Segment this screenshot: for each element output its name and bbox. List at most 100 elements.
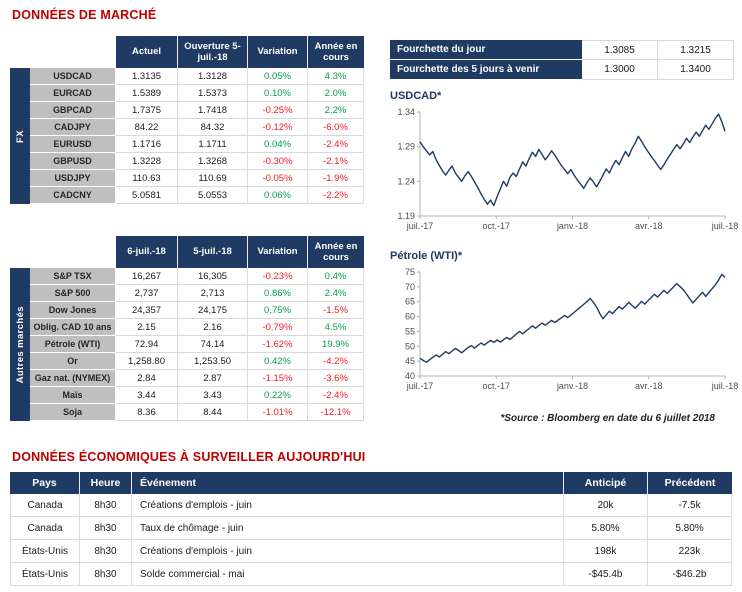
markets-table-row: S&P TSX 16,267 16,305 -0.23% 0.4% [30,268,364,285]
ytd-cell: -2.1% [308,153,364,170]
prev-cell: 16,305 [178,268,248,285]
markets-group-strip: Autres marchés [10,268,30,421]
markets-table-header: 6-juil.-18 5-juil.-18 Variation Année en… [10,236,364,268]
ytd-cell: 0.4% [308,268,364,285]
pays-cell: Canada [10,517,80,540]
fx-table-row: GBPCAD 1.7375 1.7418 -0.25% 2.2% [30,102,364,119]
svg-text:oct.-17: oct.-17 [482,381,510,391]
ytd-cell: 4.5% [308,319,364,336]
instrument-label: S&P 500 [30,285,116,302]
today-cell: 2.15 [116,319,178,336]
ytd-cell: -2.4% [308,136,364,153]
fx-table-row: GBPUSD 1.3228 1.3268 -0.30% -2.1% [30,153,364,170]
fx-column-header-ouverture: Ouverture 5-juil.-18 [178,36,248,68]
actuel-cell: 110.63 [116,170,178,187]
variation-cell: 0.42% [248,353,308,370]
fourchette-row: Fourchette du jour 1.3085 1.3215 [390,40,734,60]
precedent-cell: -7.5k [648,494,732,517]
event-cell: Créations d'emplois - juin [132,540,564,563]
fx-table-row: CADJPY 84.22 84.32 -0.12% -6.0% [30,119,364,136]
prev-cell: 1,253.50 [178,353,248,370]
svg-text:65: 65 [405,297,415,307]
instrument-label: Or [30,353,116,370]
variation-cell: -1.15% [248,370,308,387]
instrument-label: Soja [30,404,116,421]
fourchette-high-value: 1.3400 [658,60,734,80]
markets-column-header-prev: 5-juil.-18 [178,236,248,268]
variation-cell: 0.06% [248,187,308,204]
event-cell: Créations d'emplois - juin [132,494,564,517]
column-header-anticipe: Anticipé [564,472,648,494]
economic-table-row: États-Unis 8h30 Solde commercial - mai -… [10,563,732,586]
ouverture-cell: 1.3128 [178,68,248,85]
markets-table-row: Gaz nat. (NYMEX) 2.84 2.87 -1.15% -3.6% [30,370,364,387]
variation-cell: 0.10% [248,85,308,102]
actuel-cell: 1.5389 [116,85,178,102]
markets-table-body: Autres marchés S&P TSX 16,267 16,305 -0.… [10,268,364,421]
pays-cell: Canada [10,494,80,517]
svg-text:juil.-17: juil.-17 [406,221,434,231]
prev-cell: 2,713 [178,285,248,302]
variation-cell: 0.05% [248,68,308,85]
instrument-label: Gaz nat. (NYMEX) [30,370,116,387]
today-cell: 3.44 [116,387,178,404]
event-cell: Solde commercial - mai [132,563,564,586]
economic-table-row: Canada 8h30 Créations d'emplois - juin 2… [10,494,732,517]
fourchette-label: Fourchette du jour [390,40,582,60]
economic-table: Pays Heure Événement Anticipé Précédent … [10,472,732,586]
fx-rows: USDCAD 1.3135 1.3128 0.05% 4.3% EURCAD 1… [30,68,364,204]
markets-table-row: Soja 8.36 8.44 -1.01% -12.1% [30,404,364,421]
variation-cell: -0.05% [248,170,308,187]
markets-table-row: Pétrole (WTI) 72.94 74.14 -1.62% 19.9% [30,336,364,353]
svg-text:juil.-18: juil.-18 [711,381,739,391]
fx-column-header-actuel: Actuel [116,36,178,68]
wti-chart-title: Pétrole (WTI)* [390,250,463,262]
ouverture-cell: 1.1711 [178,136,248,153]
heure-cell: 8h30 [80,540,132,563]
fx-table-header: Actuel Ouverture 5-juil.-18 Variation An… [10,36,364,68]
column-header-pays: Pays [10,472,80,494]
ouverture-cell: 84.32 [178,119,248,136]
instrument-label: USDJPY [30,170,116,187]
precedent-cell: -$46.2b [648,563,732,586]
economic-rows: Canada 8h30 Créations d'emplois - juin 2… [10,494,732,586]
actuel-cell: 1.3135 [116,68,178,85]
svg-text:avr.-18: avr.-18 [635,381,663,391]
fx-table: Actuel Ouverture 5-juil.-18 Variation An… [10,36,364,204]
svg-text:juil.-17: juil.-17 [406,381,434,391]
actuel-cell: 84.22 [116,119,178,136]
fourchette-label: Fourchette des 5 jours à venir [390,60,582,80]
svg-text:janv.-18: janv.-18 [556,381,588,391]
variation-cell: 0.86% [248,285,308,302]
markets-group-label: Autres marchés [14,305,26,384]
svg-text:75: 75 [405,267,415,277]
markets-table-row: S&P 500 2,737 2,713 0.86% 2.4% [30,285,364,302]
today-cell: 72.94 [116,336,178,353]
wti-line-chart: 40 45 50 55 60 65 70 75 juil.-17 oct.-17 janv.-18 a… [405,267,738,391]
prev-cell: 8.44 [178,404,248,421]
variation-cell: -1.01% [248,404,308,421]
ytd-cell: -2.2% [308,187,364,204]
svg-text:1.19: 1.19 [397,211,415,221]
ytd-cell: -2.4% [308,387,364,404]
usdcad-line-chart: 1.19 1.24 1.29 1.34 juil.-17 oct.-17 janv.-18 a… [397,107,738,231]
today-cell: 16,267 [116,268,178,285]
instrument-label: USDCAD [30,68,116,85]
instrument-label: Maïs [30,387,116,404]
instrument-label: Oblig. CAD 10 ans [30,319,116,336]
instrument-label: Dow Jones [30,302,116,319]
today-cell: 2.84 [116,370,178,387]
ytd-cell: 4.3% [308,68,364,85]
instrument-label: S&P TSX [30,268,116,285]
markets-table-row: Or 1,258.80 1,253.50 0.42% -4.2% [30,353,364,370]
column-header-evenement: Événement [132,472,564,494]
ytd-cell: -4.2% [308,353,364,370]
instrument-label: EURUSD [30,136,116,153]
markets-table: 6-juil.-18 5-juil.-18 Variation Année en… [10,236,364,421]
fx-table-body: FX USDCAD 1.3135 1.3128 0.05% 4.3% EURCA… [10,68,364,204]
heure-cell: 8h30 [80,517,132,540]
variation-cell: -0.79% [248,319,308,336]
markets-column-header-variation: Variation [248,236,308,268]
variation-cell: 0.04% [248,136,308,153]
